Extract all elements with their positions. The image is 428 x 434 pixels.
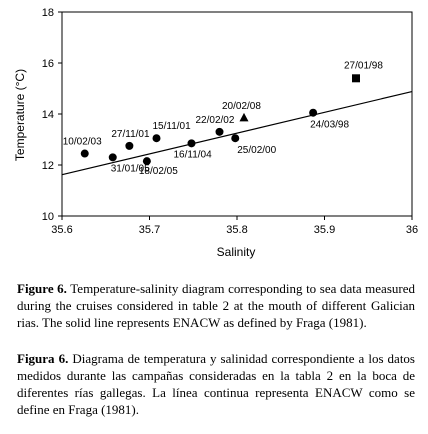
figure-caption-english: Figure 6. Temperature-salinity diagram c… — [17, 280, 415, 331]
data-point-label: 24/03/98 — [310, 120, 349, 131]
data-point-label: 25/02/00 — [237, 145, 276, 156]
caption-spanish-text: Diagrama de temperatura y salinidad corr… — [17, 351, 415, 417]
y-tick-label: 12 — [42, 160, 54, 172]
data-point-circle — [152, 134, 161, 143]
y-tick-label: 10 — [42, 211, 54, 223]
data-point-label: 16/11/04 — [174, 149, 213, 160]
data-point-label: 15/11/01 — [153, 121, 192, 132]
data-point-label: 20/02/08 — [222, 101, 261, 112]
figure-caption-spanish: Figura 6. Diagrama de temperatura y sali… — [17, 350, 415, 418]
caption-spanish-label: Figura 6. — [17, 351, 69, 366]
data-point-label: 27/01/98 — [344, 60, 383, 71]
data-point-triangle — [239, 112, 249, 122]
y-tick-label: 16 — [42, 58, 54, 70]
data-point-label: 10/02/03 — [63, 137, 102, 148]
data-points — [80, 74, 360, 166]
data-point-label: 22/02/02 — [196, 115, 235, 126]
enacw-line-layer — [61, 90, 413, 176]
data-point-label: 31/01/05 — [111, 163, 150, 174]
x-tick-label: 35.8 — [226, 224, 247, 236]
data-point-circle — [215, 127, 224, 136]
data-point-label: 18/02/05 — [139, 166, 178, 177]
data-point-square — [352, 74, 360, 83]
y-axis-title: Temperature (°C) — [13, 69, 27, 161]
data-point-labels: 10/02/03 31/01/05 27/11/01 18/02/05 15/11/01… — [63, 60, 384, 177]
caption-english-text: Temperature-salinity diagram correspondi… — [17, 281, 415, 330]
data-point-circle — [142, 157, 151, 166]
x-tick-label: 36 — [406, 224, 418, 236]
x-tick-label: 35.7 — [139, 224, 160, 236]
plot-border — [61, 11, 413, 217]
data-point-circle — [108, 153, 117, 162]
y-tick-label: 14 — [42, 109, 54, 121]
data-point-label: 27/11/01 — [111, 129, 150, 140]
data-point-circle — [80, 149, 89, 158]
x-axis-title: Salinity — [217, 245, 256, 259]
y-tick-label: 18 — [42, 7, 54, 19]
data-point-circle — [187, 139, 196, 148]
data-point-circle — [231, 134, 240, 143]
data-point-circle — [125, 141, 134, 150]
y-axis-ticks: 10 12 14 16 18 — [42, 7, 62, 223]
ts-diagram: 35.6 35.7 35.8 35.9 36 10 12 14 16 18 10/02/03 31… — [13, 7, 418, 259]
plot-frame — [61, 11, 413, 217]
data-point-circle — [309, 108, 318, 117]
x-tick-label: 35.6 — [51, 224, 72, 236]
x-axis-ticks: 35.6 35.7 35.8 35.9 36 — [51, 216, 418, 236]
x-tick-label: 35.9 — [314, 224, 335, 236]
enacw-line — [61, 90, 413, 176]
caption-english-label: Figure 6. — [17, 281, 67, 296]
